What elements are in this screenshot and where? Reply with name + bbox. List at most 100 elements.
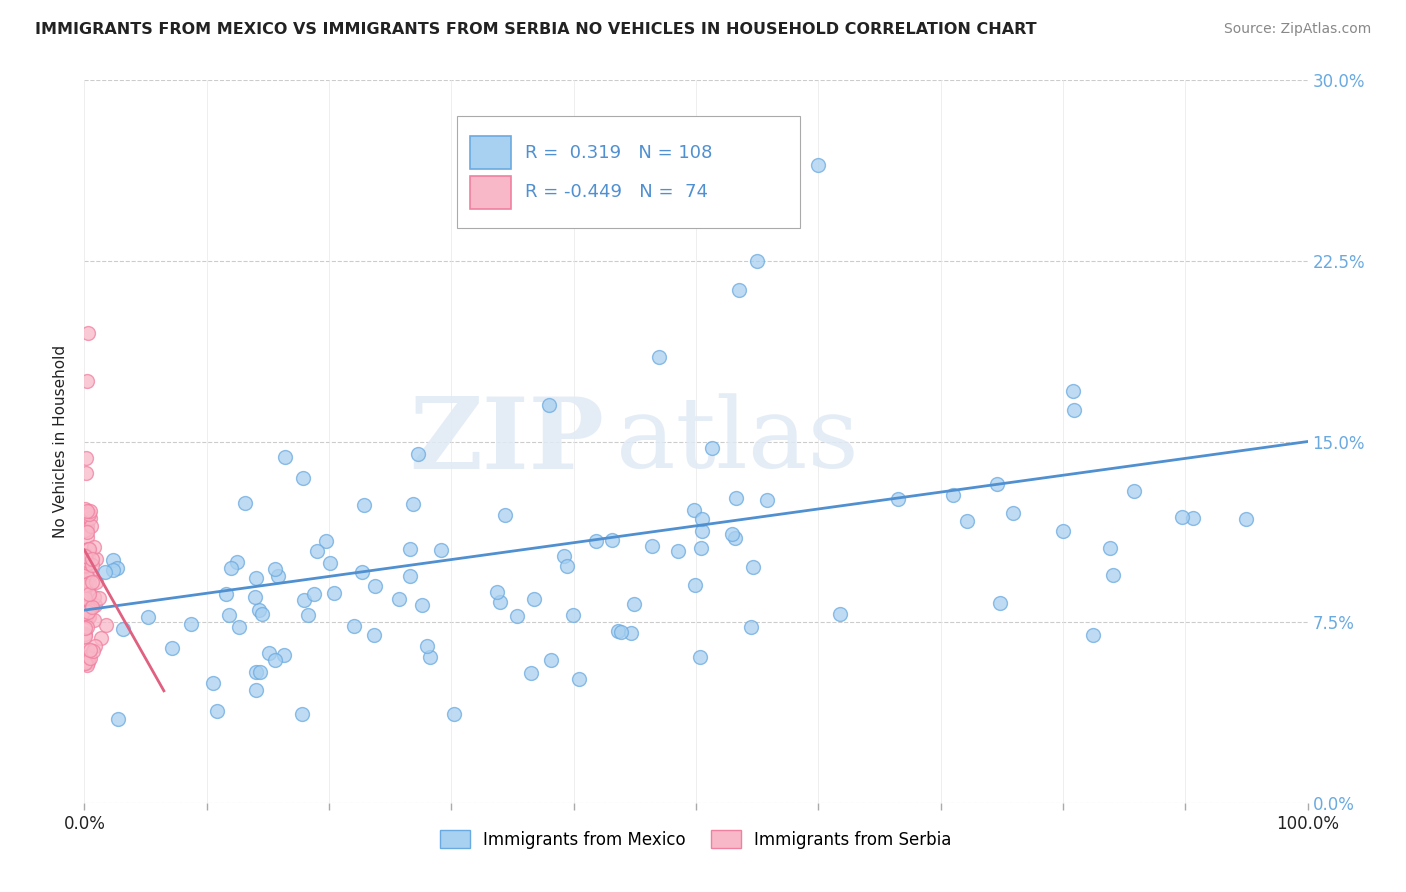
Point [683,502,706,516]
Point [77,326,100,340]
Point [73,559,96,574]
Point [75,629,97,643]
Point [606,624,628,639]
Point [75,502,97,516]
Point [689,650,711,665]
Point [79,504,101,518]
Point [77,610,100,624]
Point [402,497,425,511]
Point [84,639,107,653]
Point [218,608,240,623]
Point [75,656,97,670]
Point [77,541,100,556]
Point [350,565,373,579]
Point [82,644,104,658]
Point [76,504,98,518]
Point [683,578,706,592]
Point [399,542,422,557]
Point [77,557,100,571]
Point [297,608,319,623]
Point [648,350,671,364]
Text: IMMIGRANTS FROM MEXICO VS IMMIGRANTS FROM SERBIA NO VEHICLES IN HOUSEHOLD CORREL: IMMIGRANTS FROM MEXICO VS IMMIGRANTS FRO… [35,22,1036,37]
Point [76,549,98,564]
Point [76,568,98,582]
Point [1001,506,1024,520]
Point [388,591,411,606]
Point [76,570,98,584]
Point [315,533,337,548]
Point [107,712,129,726]
Point [221,561,243,575]
Point [73,578,96,592]
Point [82,599,104,614]
Point [79,568,101,582]
Point [103,552,125,566]
Point [430,543,453,558]
Point [101,563,124,577]
Point [84,552,107,566]
Point [353,499,375,513]
Point [83,590,105,604]
Point [1099,541,1122,555]
Point [205,704,228,718]
Point [568,672,591,686]
Point [76,521,98,535]
Point [111,622,134,636]
Point [727,283,749,297]
Point [76,643,98,657]
Point [343,619,366,633]
Text: ZIP: ZIP [409,393,605,490]
Point [76,554,98,568]
Point [83,599,105,613]
Point [257,647,280,661]
Point [291,471,314,485]
Point [215,587,238,601]
Point [75,467,97,481]
Point [1052,524,1074,538]
Text: R =  0.319   N = 108: R = 0.319 N = 108 [524,144,711,161]
Point [75,591,97,606]
Point [523,592,546,607]
Point [291,706,314,721]
Point [305,544,328,558]
Point [443,706,465,721]
Point [84,575,107,590]
Point [319,556,342,570]
Point [77,603,100,617]
Point [1122,484,1144,499]
Point [75,609,97,624]
Point [75,558,97,572]
Point [1062,384,1084,398]
Point [79,649,101,664]
Point [689,541,711,556]
Point [506,609,529,624]
Point [486,584,509,599]
Point [747,253,769,268]
Point [228,619,250,633]
Point [263,653,285,667]
Point [406,447,429,461]
Point [610,625,633,640]
Text: Source: ZipAtlas.com: Source: ZipAtlas.com [1223,22,1371,37]
Point [79,643,101,657]
Point [75,553,97,567]
Point [75,451,97,466]
Point [180,616,202,631]
Point [245,665,267,679]
Point [666,544,689,558]
Point [399,569,422,583]
Point [77,507,100,521]
Point [233,496,256,510]
Point [323,586,346,600]
Point [75,568,97,582]
Point [77,584,100,599]
Point [77,605,100,619]
Point [75,523,97,537]
Point [76,656,98,670]
Point [79,650,101,665]
Point [273,648,295,663]
Point [807,157,830,171]
Point [80,519,103,533]
Point [1181,511,1204,525]
Point [720,527,742,541]
